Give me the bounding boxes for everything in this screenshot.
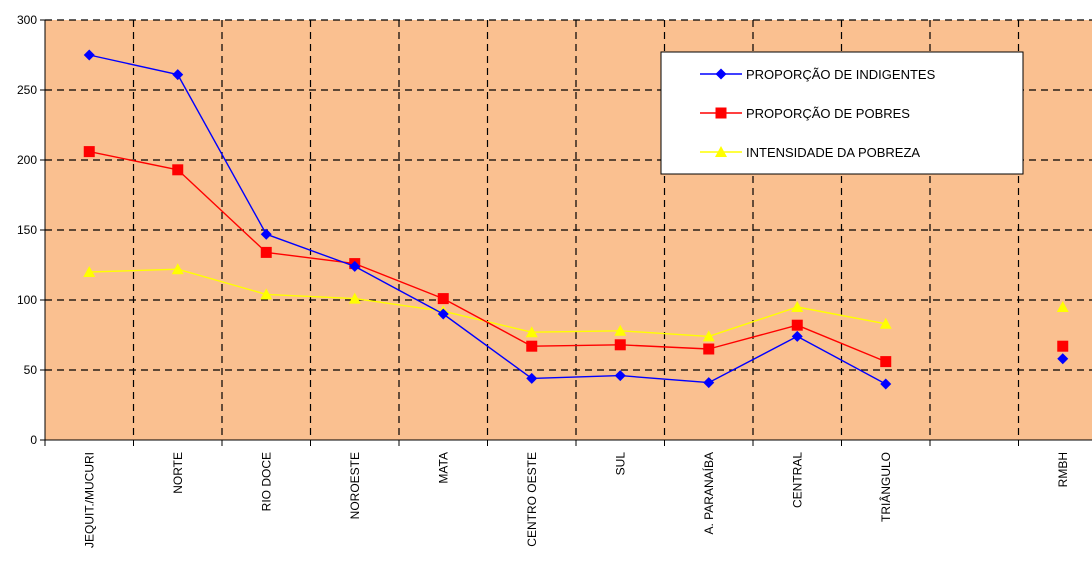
data-point-triangle	[791, 301, 804, 312]
data-point-square	[791, 319, 803, 331]
series-line-segment	[354, 262, 444, 300]
data-point-square	[715, 107, 727, 119]
data-point-square	[614, 339, 626, 351]
series-line-segment	[266, 233, 355, 268]
data-point-diamond	[614, 370, 626, 382]
data-point-square	[260, 246, 272, 258]
x-tick-label: CENTRO OESTE	[525, 452, 539, 547]
data-point-diamond	[349, 260, 361, 272]
data-point-square	[1057, 340, 1069, 352]
data-point-triangle	[525, 326, 538, 338]
y-tick-label: 100	[17, 293, 37, 307]
data-point-diamond	[715, 68, 727, 80]
series-line-segment	[708, 335, 798, 384]
data-point-triangle	[348, 292, 361, 304]
data-point-triangle	[171, 263, 184, 275]
data-point-diamond	[703, 377, 715, 389]
data-point-triangle	[702, 330, 715, 342]
x-tick-label: RIO DOCE	[259, 452, 273, 511]
data-point-square	[172, 164, 184, 176]
data-point-diamond	[260, 228, 272, 240]
x-tick-label: NORTE	[171, 452, 185, 494]
data-point-diamond	[437, 308, 449, 320]
legend-label: PROPORÇÃO DE POBRES	[746, 106, 910, 121]
x-tick-label: CENTRAL	[790, 452, 804, 508]
series-line-segment	[620, 330, 709, 338]
data-point-triangle	[1056, 301, 1069, 312]
x-tick-label: RMBH	[1056, 452, 1070, 487]
series-line-segment	[89, 150, 178, 171]
series-0	[83, 49, 1069, 390]
data-point-triangle	[83, 266, 96, 277]
data-point-diamond	[526, 372, 538, 384]
data-point-triangle	[260, 288, 273, 300]
x-tick-label: NOROESTE	[348, 452, 362, 519]
series-line-segment	[531, 330, 621, 333]
series-line-segment	[620, 344, 709, 350]
data-point-triangle	[614, 324, 627, 336]
series-line-segment	[708, 306, 798, 338]
y-tick-label: 250	[17, 83, 37, 97]
legend: PROPORÇÃO DE INDIGENTES PROPORÇÃO DE POBR…	[660, 51, 1024, 175]
data-point-square	[526, 340, 538, 352]
series-line-segment	[177, 169, 267, 253]
data-point-square	[437, 293, 449, 305]
data-point-diamond	[880, 378, 892, 390]
data-point-triangle	[715, 146, 727, 157]
x-tick-label: SUL	[613, 452, 627, 476]
legend-label: PROPORÇÃO DE INDIGENTES	[746, 67, 936, 82]
y-tick-labels: 0 50 100 150 200 250 300	[17, 13, 37, 447]
grid	[45, 19, 1092, 440]
data-point-square	[703, 343, 715, 355]
data-point-square	[83, 146, 95, 158]
series-line-segment	[442, 297, 533, 347]
x-tick-labels: JEQUIT./MUCURI NORTE RIO DOCE NOROESTE MATA C…	[82, 452, 1070, 548]
series-line-segment	[796, 324, 887, 363]
data-point-diamond	[1057, 353, 1069, 365]
y-tick-label: 50	[24, 363, 38, 377]
data-point-triangle	[879, 317, 892, 329]
y-tick-label: 150	[17, 223, 37, 237]
data-point-diamond	[791, 330, 803, 342]
series-line-segment	[797, 306, 886, 325]
series-line-segment	[531, 344, 621, 347]
series-line-segment	[708, 324, 798, 350]
series-line-segment	[796, 335, 887, 385]
y-tick-label: 0	[30, 433, 37, 447]
data-point-square	[880, 356, 892, 368]
series-line-segment	[89, 54, 178, 76]
series-line-segment	[442, 313, 533, 379]
x-tick-label: MATA	[436, 452, 450, 484]
series-layer	[83, 49, 1069, 390]
series-line-segment	[620, 374, 709, 384]
legend-label: INTENSIDADE DA POBREZA	[746, 145, 920, 160]
series-line-segment	[177, 74, 267, 235]
series-line-segment	[89, 268, 178, 273]
series-line-segment	[266, 293, 355, 300]
y-tick-label: 300	[17, 13, 37, 27]
series-line-segment	[177, 268, 267, 296]
x-tick-label: JEQUIT./MUCURI	[82, 452, 96, 548]
series-line-segment	[354, 297, 444, 312]
data-point-diamond	[172, 69, 184, 81]
x-tick-label: A. PARANAÍBA	[701, 452, 716, 534]
legend-items: PROPORÇÃO DE INDIGENTES PROPORÇÃO DE POBR…	[700, 67, 936, 160]
series-line-segment	[354, 265, 444, 315]
x-tick-label: TRIÂNGULO	[878, 452, 893, 522]
axes	[40, 19, 1092, 446]
data-point-diamond	[83, 49, 95, 61]
series-line-segment	[531, 374, 621, 380]
y-tick-label: 200	[17, 153, 37, 167]
